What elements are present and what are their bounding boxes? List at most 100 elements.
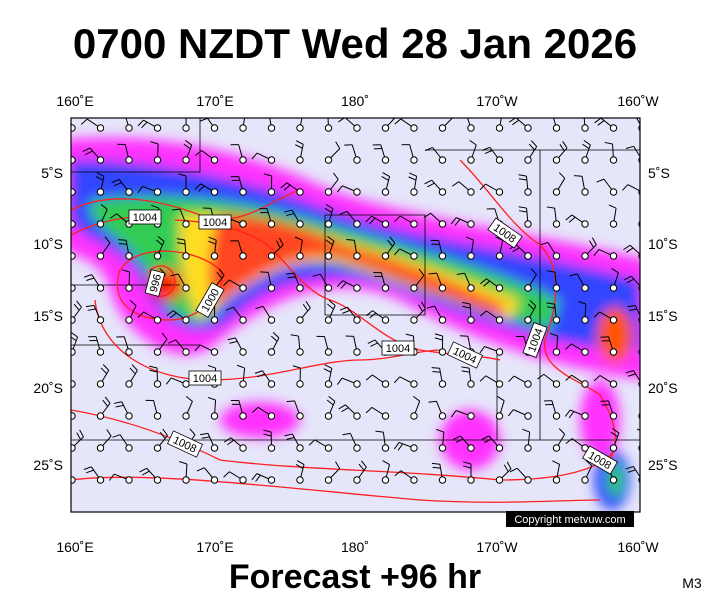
barb-flag <box>460 336 468 337</box>
station <box>610 317 616 323</box>
barb-staff <box>61 181 72 192</box>
station <box>582 157 588 163</box>
station <box>97 285 103 291</box>
station <box>553 381 559 387</box>
station <box>69 413 75 419</box>
station <box>525 157 531 163</box>
station <box>411 189 417 195</box>
station <box>268 381 274 387</box>
station <box>297 477 303 483</box>
station <box>553 317 559 323</box>
station <box>354 349 360 355</box>
station <box>268 413 274 419</box>
station <box>582 285 588 291</box>
station <box>582 381 588 387</box>
station <box>411 157 417 163</box>
barb-flag <box>52 152 58 158</box>
station <box>553 413 559 419</box>
station <box>610 157 616 163</box>
station <box>154 253 160 259</box>
lon-label-top: 160˚W <box>617 93 659 109</box>
station <box>211 189 217 195</box>
station <box>496 381 502 387</box>
station <box>553 285 559 291</box>
station <box>240 445 246 451</box>
station <box>240 157 246 163</box>
station <box>325 221 331 227</box>
isobar-label: 1004 <box>386 343 410 355</box>
station <box>69 445 75 451</box>
barb-flag <box>495 109 502 112</box>
station <box>525 189 531 195</box>
barb-flag <box>574 176 582 177</box>
lon-label-bottom: 170˚W <box>476 539 518 555</box>
station <box>610 253 616 259</box>
station <box>154 381 160 387</box>
barb-flag <box>458 113 466 114</box>
barb-staff <box>57 474 72 480</box>
barb-flag <box>179 110 187 112</box>
barb-staff <box>642 341 653 352</box>
station <box>411 381 417 387</box>
lon-label-bottom: 170˚E <box>196 539 233 555</box>
station <box>439 381 445 387</box>
lon-label-top: 160˚E <box>56 93 93 109</box>
station <box>240 381 246 387</box>
station <box>382 157 388 163</box>
station <box>382 413 388 419</box>
station <box>240 125 246 131</box>
title: 0700 NZDT Wed 28 Jan 2026 <box>73 20 637 67</box>
station <box>240 221 246 227</box>
station <box>439 125 445 131</box>
station <box>297 221 303 227</box>
station <box>211 477 217 483</box>
station <box>211 413 217 419</box>
station <box>183 125 189 131</box>
station <box>126 253 132 259</box>
station <box>69 317 75 323</box>
station <box>553 157 559 163</box>
station <box>439 445 445 451</box>
station <box>411 221 417 227</box>
station <box>496 285 502 291</box>
station <box>525 317 531 323</box>
station <box>382 253 388 259</box>
station <box>240 317 246 323</box>
station <box>468 253 474 259</box>
station <box>439 477 445 483</box>
barb-flag <box>647 337 651 344</box>
station <box>69 477 75 483</box>
station <box>610 189 616 195</box>
station <box>468 381 474 387</box>
station <box>325 477 331 483</box>
station <box>211 253 217 259</box>
station <box>496 157 502 163</box>
station <box>553 349 559 355</box>
barb-flag <box>392 109 396 116</box>
station <box>553 445 559 451</box>
station <box>183 189 189 195</box>
station <box>496 349 502 355</box>
station <box>525 413 531 419</box>
station <box>610 349 616 355</box>
station <box>97 349 103 355</box>
station <box>325 317 331 323</box>
station <box>582 477 588 483</box>
station <box>582 317 588 323</box>
station <box>525 125 531 131</box>
station <box>268 253 274 259</box>
station <box>411 317 417 323</box>
station <box>582 253 588 259</box>
station <box>126 477 132 483</box>
station <box>411 477 417 483</box>
station <box>211 125 217 131</box>
station <box>325 413 331 419</box>
station <box>439 285 445 291</box>
station <box>183 253 189 259</box>
lon-label-top: 180˚ <box>341 93 369 109</box>
station <box>97 477 103 483</box>
lat-label-right: 20˚S <box>648 380 678 396</box>
station <box>297 285 303 291</box>
station <box>183 477 189 483</box>
lat-label-left: 5˚S <box>41 165 63 181</box>
